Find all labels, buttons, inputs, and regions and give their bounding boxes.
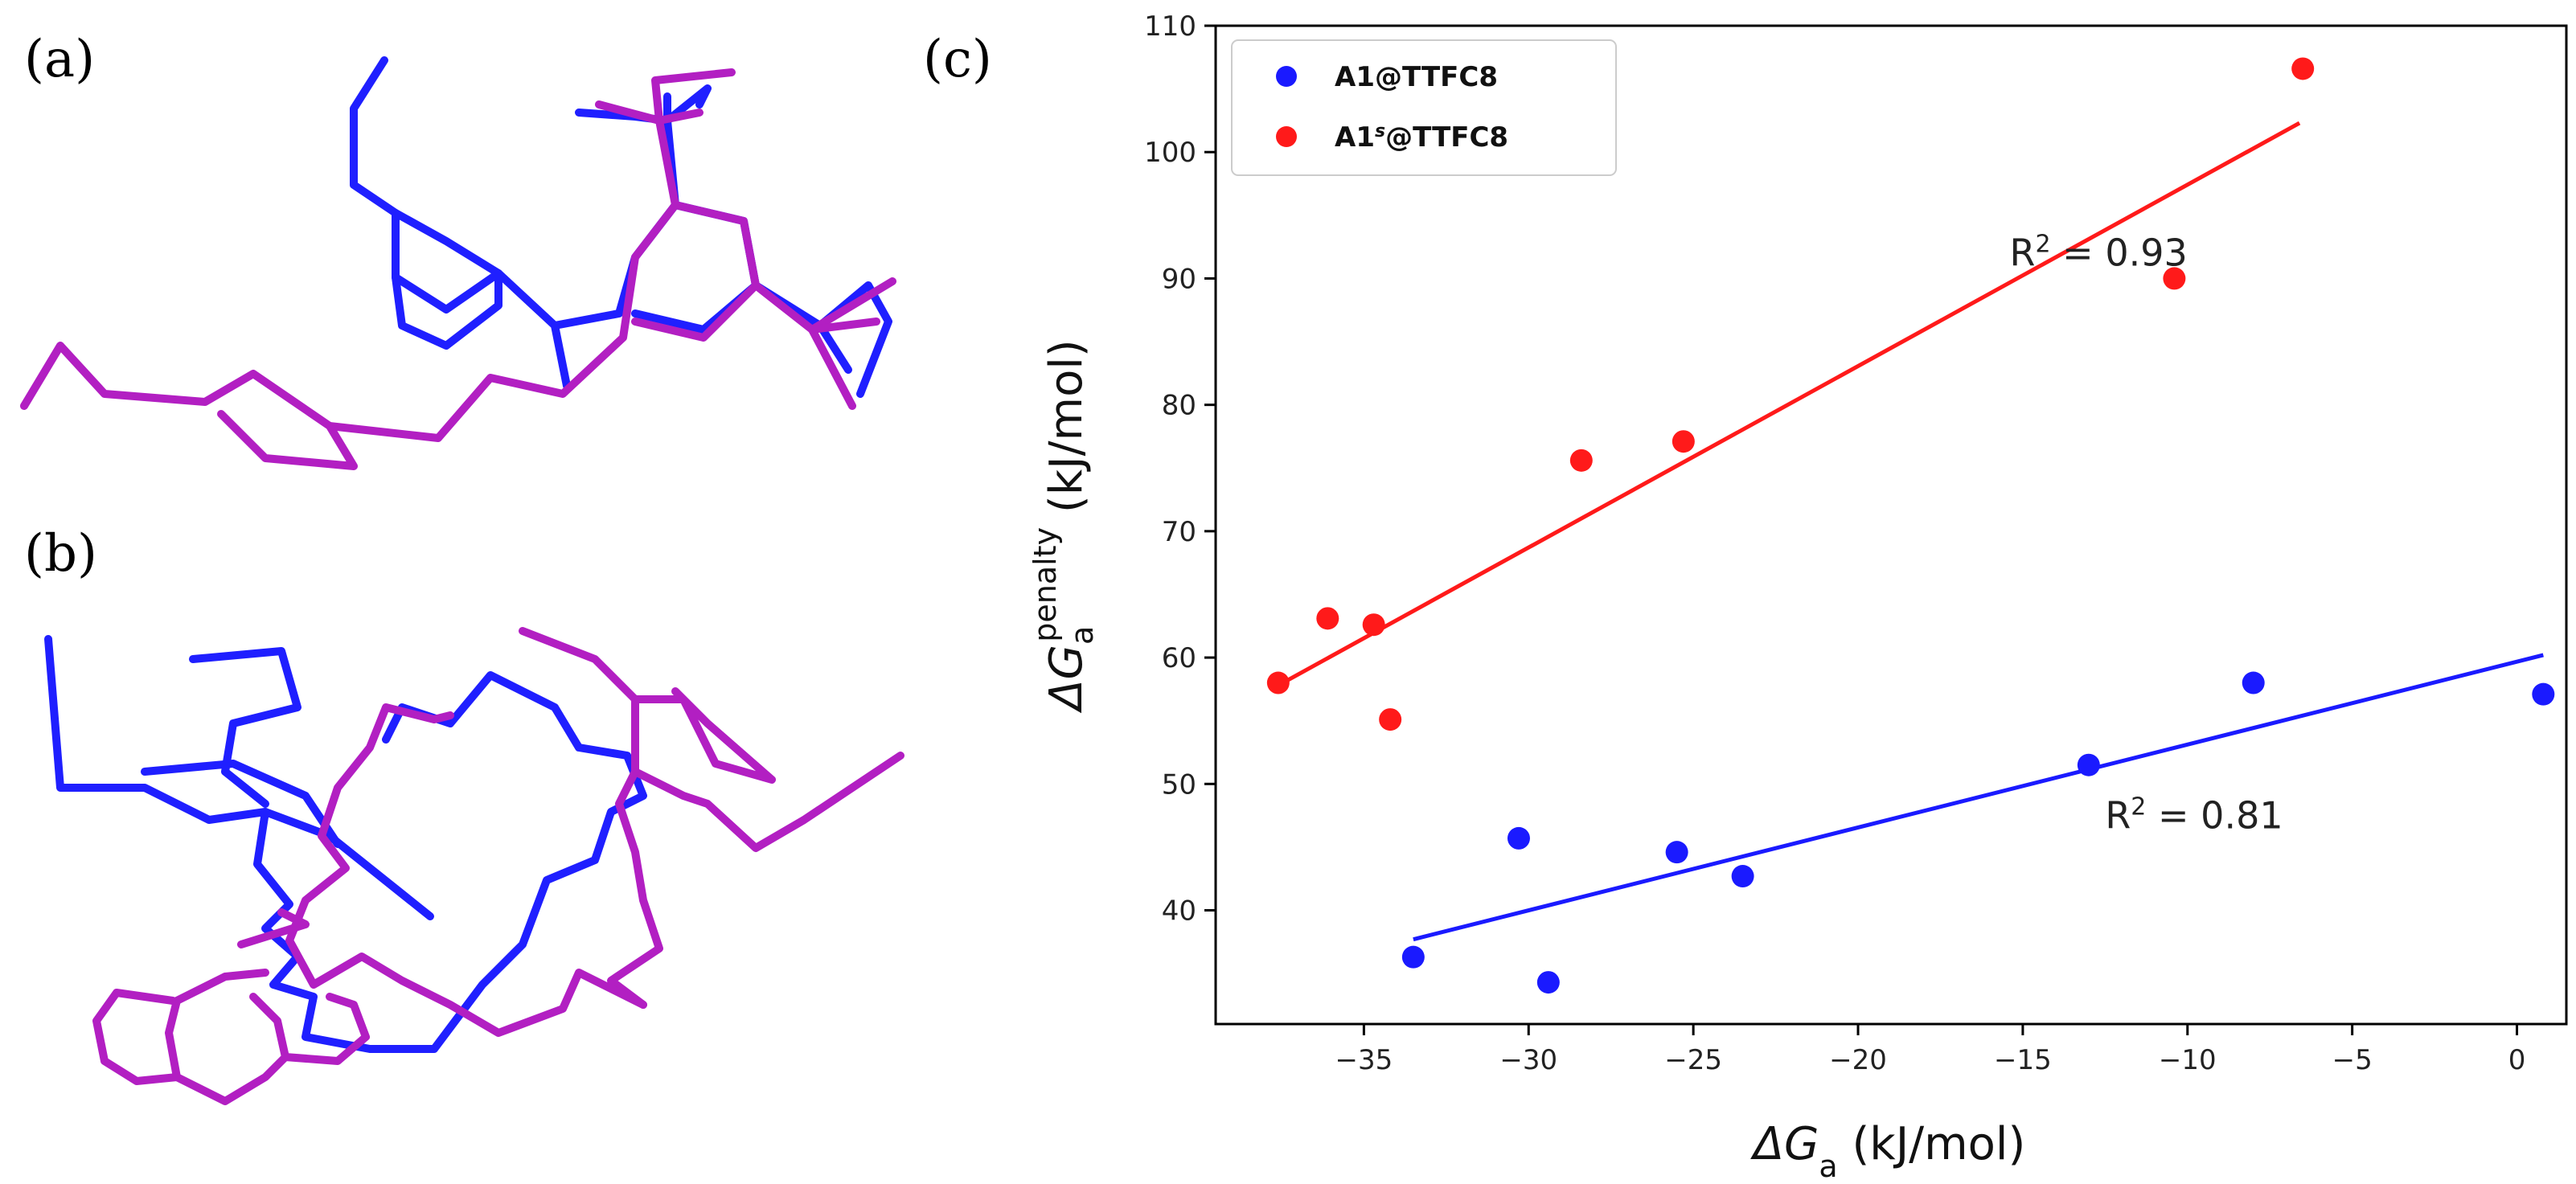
legend-a1s-sup: s	[1375, 121, 1385, 141]
plot-area	[1214, 24, 2568, 1026]
scatter-chart: −35 −30 −25 −20 −15 −10 −5 0 40 50 60 70 80 90 100 110…	[1028, 10, 2568, 1184]
data-point-a1s	[2291, 57, 2315, 80]
data-point-a1	[2242, 671, 2265, 694]
data-point-a1s	[1316, 607, 1339, 630]
y-axis-ticks: 40 50 60 70 80 90 100 110	[1144, 10, 1216, 928]
data-point-a1	[1401, 945, 1425, 969]
r2-annotation-red: R2 = 0.93	[2010, 230, 2188, 275]
fit-lines	[1277, 121, 2544, 942]
x-tick-label: −20	[1829, 1044, 1887, 1076]
data-point-a1s	[1362, 613, 1385, 637]
panel-label-b: (b)	[24, 524, 97, 584]
data-point-a1	[1731, 865, 1754, 888]
x-tick-label: −5	[2332, 1044, 2373, 1076]
r2-red-symbol: R	[2010, 231, 2036, 275]
y-tick-label: 50	[1162, 768, 1196, 801]
legend-marker-a1s	[1276, 126, 1297, 147]
x-tick-label: −25	[1664, 1044, 1722, 1076]
molecule-a-magenta-conformer	[20, 68, 896, 470]
y-title-unit: (kJ/mol)	[1040, 339, 1093, 527]
y-title-symbol: ΔG	[1040, 645, 1093, 714]
x-tick-label: 0	[2508, 1044, 2526, 1076]
molecule-overlay-a	[20, 56, 896, 470]
legend-label-a1: A1@TTFC8	[1335, 61, 1498, 93]
data-points	[1266, 57, 2555, 994]
r2-blue-sup: 2	[2131, 793, 2146, 821]
legend-a1s-rest: @TTFC8	[1385, 121, 1508, 154]
data-point-a1s	[1672, 430, 1695, 453]
x-tick-label: −35	[1335, 1044, 1393, 1076]
r2-blue-value: = 0.81	[2146, 793, 2283, 837]
legend: A1@TTFC8 A1s@TTFC8	[1231, 39, 1617, 176]
molecule-b-magenta-conformer	[92, 627, 904, 1105]
x-tick-label: −10	[2159, 1044, 2217, 1076]
x-title-symbol: ΔG	[1750, 1118, 1819, 1170]
y-tick-label: 90	[1162, 263, 1196, 295]
data-point-a1s	[1569, 449, 1593, 472]
x-tick-label: −15	[1994, 1044, 2052, 1076]
y-axis-title: ΔGapenalty (kJ/mol)	[1028, 339, 1100, 714]
molecule-overlay-b	[44, 627, 904, 1105]
data-point-a1s	[1266, 671, 1290, 694]
y-tick-label: 80	[1162, 390, 1196, 422]
legend-a1-rest: @TTFC8	[1375, 61, 1498, 93]
y-title-sup: penalty	[1028, 527, 1063, 642]
x-tick-label: −30	[1499, 1044, 1557, 1076]
y-title-sub: a	[1064, 626, 1100, 645]
x-axis-title: ΔGa (kJ/mol)	[1750, 1118, 2026, 1184]
r2-red-sup: 2	[2035, 230, 2050, 258]
fit-line-a1	[1413, 653, 2544, 942]
r2-blue-symbol: R	[2105, 793, 2131, 837]
data-point-a1s	[2163, 267, 2186, 290]
x-axis-ticks: −35 −30 −25 −20 −15 −10 −5 0	[1335, 1024, 2526, 1076]
data-point-a1	[1665, 841, 1688, 864]
y-tick-label: 40	[1162, 895, 1196, 928]
x-title-unit: (kJ/mol)	[1838, 1118, 2026, 1170]
y-tick-label: 100	[1144, 137, 1196, 169]
data-point-a1	[2077, 753, 2100, 776]
data-point-a1s	[1379, 708, 1402, 731]
fit-line-a1s	[1277, 121, 2301, 687]
data-point-a1	[1536, 971, 1560, 994]
molecule-b-blue-conformer	[44, 635, 647, 1053]
legend-box	[1231, 39, 1617, 176]
y-tick-label: 60	[1162, 642, 1196, 674]
legend-a1s-base: A1	[1335, 121, 1375, 154]
legend-label-a1s: A1s@TTFC8	[1335, 121, 1508, 154]
r2-annotation-blue: R2 = 0.81	[2105, 793, 2283, 838]
x-title-sub: a	[1819, 1149, 1837, 1184]
panel-label-c: (c)	[923, 30, 992, 89]
legend-marker-a1	[1276, 66, 1297, 87]
data-point-a1	[2532, 682, 2555, 706]
panel-label-a: (a)	[24, 30, 95, 89]
data-point-a1	[1507, 826, 1530, 850]
legend-a1-base: A1	[1335, 61, 1375, 93]
y-tick-label: 110	[1144, 10, 1196, 43]
y-tick-label: 70	[1162, 516, 1196, 548]
r2-red-value: = 0.93	[2051, 231, 2188, 275]
